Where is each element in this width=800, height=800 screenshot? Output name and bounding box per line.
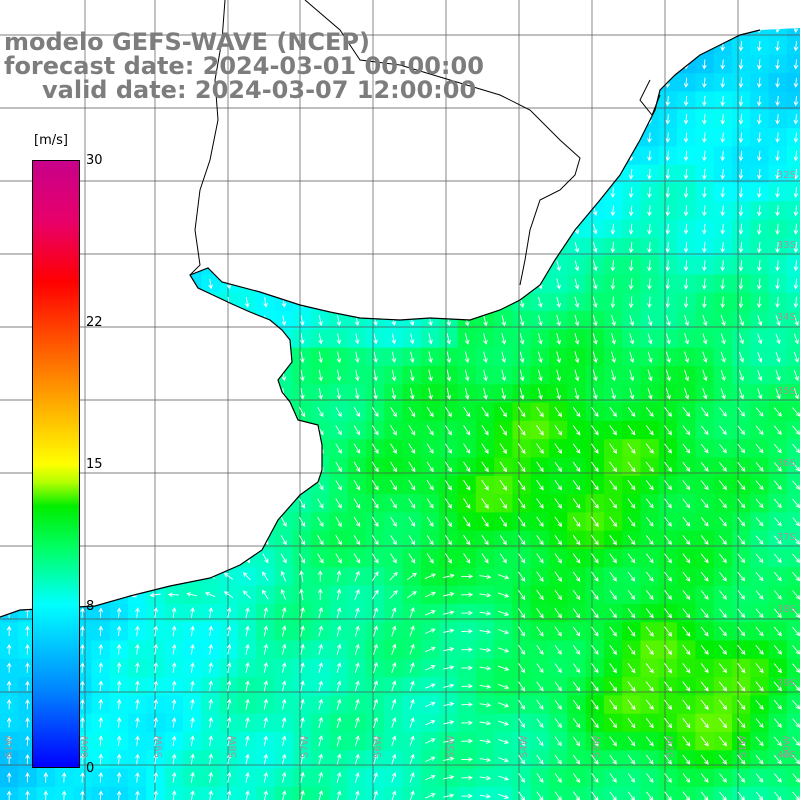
wind-cell	[402, 786, 422, 800]
longitude-label: 52W	[665, 735, 676, 758]
longitude-label: 56W	[373, 735, 384, 758]
wind-cell	[786, 695, 800, 715]
wind-cell	[786, 512, 800, 532]
wind-cell	[622, 786, 642, 800]
wind-cell	[366, 786, 385, 800]
colorbar-tick-label: 8	[86, 598, 95, 614]
colorbar-tick-label: 30	[86, 153, 103, 168]
wind-cell	[786, 768, 800, 788]
wind-cell	[640, 786, 660, 800]
wind-cell	[786, 256, 800, 276]
wind-cell	[732, 786, 751, 800]
wind-cell	[786, 549, 800, 568]
latitude-label: 34S	[777, 312, 796, 323]
colorbar-tick-label: 0	[86, 761, 95, 776]
wind-cell	[475, 786, 495, 800]
wind-cell	[786, 109, 800, 129]
wind-cell	[786, 36, 800, 56]
latitude-label: 33S	[777, 240, 796, 251]
wind-cell	[695, 786, 715, 800]
wind-cell	[786, 420, 800, 440]
wind-cell	[713, 786, 733, 800]
wind-cell	[420, 786, 440, 800]
wind-cell	[786, 311, 800, 330]
wind-cell	[786, 640, 800, 660]
wind-cell	[786, 713, 800, 733]
wind-cell	[768, 786, 788, 800]
wind-cell	[786, 402, 800, 422]
wind-cell	[786, 494, 800, 513]
latitude-label: 40S	[777, 750, 796, 761]
latitude-label: 35S	[777, 386, 796, 397]
longitude-label: 61W	[4, 735, 15, 758]
colorbar-tick-label: 22	[86, 315, 103, 331]
wind-cell	[786, 128, 800, 147]
wind-cell	[549, 786, 568, 800]
colorbar	[32, 160, 80, 768]
wind-cell	[786, 658, 800, 678]
wind-cell	[786, 622, 800, 642]
colorbar-tick-label: 15	[86, 457, 103, 472]
wind-cell	[786, 585, 800, 605]
wind-cell	[786, 219, 800, 239]
wind-cell	[530, 786, 550, 800]
wind-cell	[786, 183, 800, 202]
wind-cell	[439, 786, 459, 800]
longitude-label: 55W	[446, 735, 457, 758]
latitude-label: 36S	[777, 458, 796, 469]
longitude-label: 58W	[228, 735, 239, 758]
wind-cell	[384, 786, 404, 800]
longitude-label: 54W	[519, 735, 530, 758]
longitude-label: 59W	[154, 735, 165, 758]
wind-cell	[786, 91, 800, 111]
wind-cell	[768, 28, 788, 38]
wind-cell	[786, 292, 800, 312]
wind-cell	[512, 786, 532, 800]
wind-cell	[658, 786, 678, 800]
latitude-label: 39S	[777, 678, 796, 689]
longitude-label: 57W	[300, 735, 311, 758]
wind-cell	[786, 274, 800, 294]
colorbar-units: [m/s]	[34, 133, 68, 148]
longitude-label: 60W	[80, 735, 91, 758]
longitude-label: 53W	[592, 735, 603, 758]
latitude-label: 37S	[777, 532, 796, 543]
wind-cell	[786, 475, 800, 495]
wind-cell	[786, 347, 800, 367]
wind-cell	[786, 439, 800, 459]
wind-cell	[585, 786, 605, 800]
wind-cell	[347, 786, 367, 800]
wind-cell	[750, 786, 770, 800]
wind-cell	[786, 329, 800, 349]
wind-cell	[786, 28, 800, 38]
wind-cell	[786, 73, 800, 93]
wind-cell	[786, 54, 800, 74]
latitude-label: 32S	[777, 170, 796, 181]
wind-cell	[786, 146, 800, 166]
longitude-label: 51W	[738, 735, 749, 758]
wind-cell	[786, 201, 800, 221]
wind-cell	[786, 567, 800, 587]
wind-cell	[677, 786, 696, 800]
wind-cell	[494, 786, 513, 800]
wind-cell	[786, 384, 800, 404]
wind-cell	[457, 786, 477, 800]
wind-cell	[603, 786, 623, 800]
wind-cell	[567, 786, 587, 800]
wind-cell	[750, 28, 770, 38]
latitude-label: 38S	[777, 604, 796, 615]
wind-cell	[786, 366, 800, 385]
